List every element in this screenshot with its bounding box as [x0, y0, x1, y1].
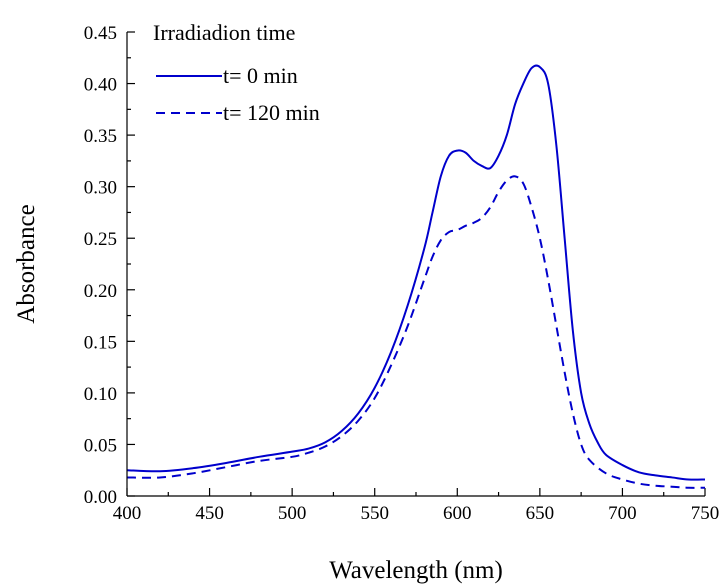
tick-labels: 400 450 500 550 600 650 700 750 0.00 0.05 0.10 0.15… [84, 23, 720, 524]
x-tick-label: 600 [443, 503, 472, 524]
y-tick-label: 0.15 [84, 332, 117, 353]
legend: Irradiadion time t= 0 min t= 120 min [153, 20, 320, 125]
legend-entry-1: t= 120 min [223, 100, 320, 125]
legend-title: Irradiadion time [153, 20, 295, 45]
y-tick-label: 0.40 [84, 75, 117, 96]
series-line-t0 [126, 64, 706, 481]
y-tick-label: 0.35 [84, 126, 117, 147]
series-line-t120 [126, 175, 706, 489]
legend-entry-0: t= 0 min [223, 63, 298, 88]
x-tick-label: 650 [526, 503, 555, 524]
x-tick-label: 400 [113, 503, 142, 524]
y-tick-label: 0.25 [84, 229, 117, 250]
y-tick-label: 0.45 [84, 23, 117, 44]
y-tick-label: 0.30 [84, 178, 117, 199]
y-tick-label: 0.00 [84, 487, 117, 508]
x-tick-label: 550 [360, 503, 389, 524]
y-tick-label: 0.20 [84, 281, 117, 302]
series-lines [126, 64, 706, 489]
x-tick-label: 500 [278, 503, 307, 524]
y-tick-label: 0.05 [84, 435, 117, 456]
tick-marks [126, 31, 706, 497]
y-axis-title: Absorbance [13, 204, 40, 323]
x-tick-label: 450 [195, 503, 224, 524]
x-tick-label: 750 [691, 503, 720, 524]
y-tick-label: 0.10 [84, 384, 117, 405]
x-tick-label: 700 [608, 503, 637, 524]
x-axis-title: Wavelength (nm) [329, 557, 503, 584]
